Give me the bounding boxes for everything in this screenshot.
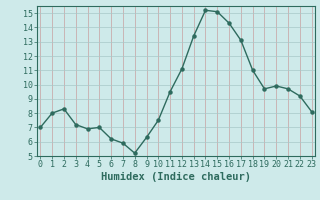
X-axis label: Humidex (Indice chaleur): Humidex (Indice chaleur) [101, 172, 251, 182]
